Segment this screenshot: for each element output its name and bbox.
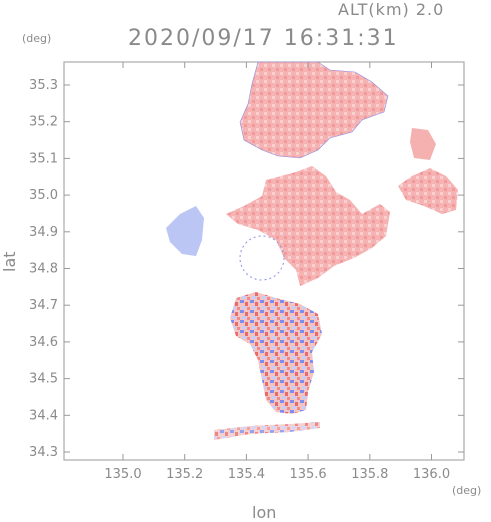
altitude-label: ALT(km) 2.0 <box>338 0 445 19</box>
x-unit-label: (deg) <box>452 484 482 497</box>
echo-blob-north <box>239 61 389 159</box>
x-tick-label: 135.4 <box>228 467 265 482</box>
x-tick-label: 135.0 <box>104 467 141 482</box>
echo-blob-east-1 <box>410 128 436 160</box>
y-tick-label: 35.2 <box>29 115 58 130</box>
y-tick-label: 34.8 <box>29 262 58 277</box>
x-tick-label: 136.0 <box>413 467 450 482</box>
y-unit-label: (deg) <box>22 32 52 45</box>
echo-blob-central <box>226 166 390 286</box>
y-tick-label: 34.7 <box>29 298 58 313</box>
y-tick-label: 34.9 <box>29 225 58 240</box>
y-tick-label: 34.5 <box>29 372 58 387</box>
y-tick-label: 35.3 <box>29 78 58 93</box>
x-axis-label: lon <box>252 503 277 522</box>
y-tick-label: 34.6 <box>29 335 58 350</box>
echo-line-bottom <box>214 422 320 440</box>
echo-column-south <box>230 292 322 414</box>
y-tick-label: 34.3 <box>29 445 58 460</box>
echo-blob-east-2 <box>398 168 458 214</box>
y-tick-label: 35.1 <box>29 151 58 166</box>
x-tick-label: 135.2 <box>166 467 203 482</box>
x-axis-ticks: 135.0 135.2 135.4 135.6 135.8 136.0 <box>104 62 450 482</box>
y-tick-label: 35.0 <box>29 188 58 203</box>
echo-areas <box>166 61 458 440</box>
timestamp: 2020/09/17 16:31:31 <box>128 26 399 51</box>
x-tick-label: 135.8 <box>351 467 388 482</box>
echo-blob-west <box>166 206 204 256</box>
y-axis-ticks: 34.3 34.4 34.5 34.6 34.7 34.8 34.9 35.0 35.1 35.2… <box>29 78 464 460</box>
y-tick-label: 34.4 <box>29 408 58 423</box>
x-tick-label: 135.6 <box>289 467 326 482</box>
radar-ring-artifact <box>239 235 285 281</box>
